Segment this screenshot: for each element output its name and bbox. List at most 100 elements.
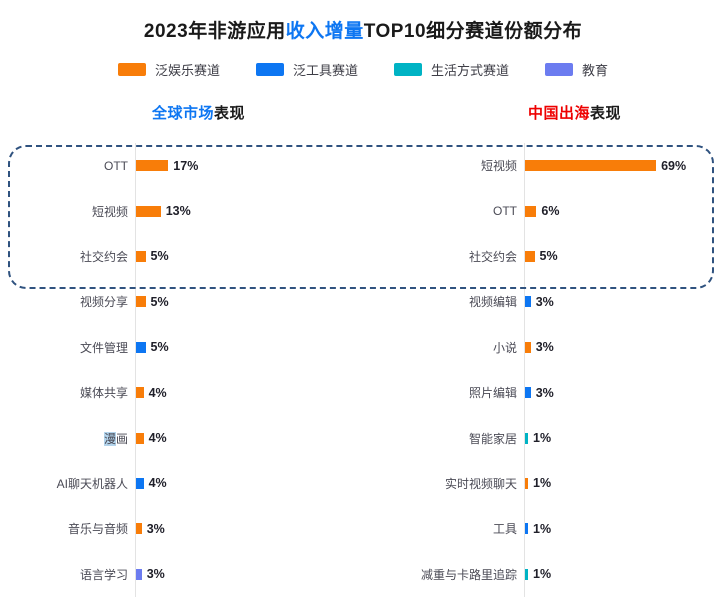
bar [136, 568, 142, 580]
chart-row: 漫画 4% [0, 415, 363, 461]
value-label: 1% [533, 567, 552, 582]
category-label: 小说 [492, 340, 517, 355]
chart-row: 短视频 13% [0, 188, 363, 234]
category-label: OTT [493, 204, 517, 219]
value-label: 3% [535, 294, 554, 309]
chart-row: 视频分享 5% [0, 279, 363, 325]
bar-zone: 69% [524, 143, 726, 189]
category-label: AI聊天机器人 [56, 476, 128, 491]
bar [525, 341, 531, 353]
bar [136, 250, 146, 262]
bar-zone: 6% [524, 188, 726, 234]
chart-row: 小说 3% [389, 324, 726, 370]
section-header-global: 全球市场表现 [152, 102, 245, 123]
category-label: 社交约会 [79, 249, 128, 264]
chart-row: AI聊天机器人 4% [0, 460, 363, 507]
category-label: 文件管理 [79, 340, 128, 355]
value-label: 3% [535, 340, 554, 355]
legend-item-0: 泛娱乐赛道 [117, 60, 220, 79]
category-label: 智能家居 [468, 431, 517, 446]
chart-row: 减重与卡路里追踪 1% [389, 551, 726, 597]
value-label: 5% [539, 249, 558, 264]
bar-zone: 3% [135, 551, 363, 597]
category-label: 音乐与音频 [67, 522, 128, 537]
value-label: 3% [146, 567, 165, 582]
chart-row: 文件管理 5% [0, 324, 363, 370]
legend-item-2: 生活方式赛道 [394, 60, 509, 79]
category-label: 视频编辑 [468, 295, 517, 310]
chart-row: 工具 1% [389, 506, 726, 552]
category-label: 减重与卡路里追踪 [420, 567, 517, 582]
value-label: 4% [148, 431, 167, 446]
bar [525, 387, 531, 399]
bar [136, 432, 144, 444]
category-label: 工具 [492, 522, 517, 537]
highlighted-char: 漫 [103, 431, 116, 446]
bar [525, 523, 528, 535]
chart-row: 短视频 69% [389, 143, 726, 189]
chart-row: 社交约会 5% [0, 233, 363, 280]
value-label: 5% [150, 340, 169, 355]
value-label: 1% [533, 431, 552, 446]
category-label: 短视频 [480, 159, 517, 174]
chart-row: 实时视频聊天 1% [389, 460, 726, 507]
legend-label: 泛工具赛道 [292, 63, 358, 78]
legend-swatch-icon [545, 63, 574, 76]
bar [136, 387, 144, 399]
bar [525, 205, 537, 217]
bar [136, 523, 142, 535]
section-header-global-part-1: 表现 [214, 105, 246, 122]
chart-row: 媒体共享 4% [0, 369, 363, 416]
bar-zone: 5% [135, 233, 363, 280]
bar-zone: 17% [135, 143, 363, 189]
value-label: 4% [148, 476, 167, 491]
category-label: 漫画 [103, 431, 128, 446]
bar-zone: 5% [135, 324, 363, 370]
bar-zone: 1% [524, 551, 726, 597]
chart-row: 语言学习 3% [0, 551, 363, 597]
bar [525, 250, 535, 262]
chart-row: 视频编辑 3% [389, 279, 726, 325]
chart-row: 社交约会 5% [389, 233, 726, 280]
chart-row: 智能家居 1% [389, 415, 726, 461]
value-label: 5% [150, 249, 169, 264]
bar-zone: 3% [135, 506, 363, 552]
category-label: 照片编辑 [468, 386, 517, 401]
bar-zone: 3% [524, 369, 726, 416]
section-header-china-part-1: 表现 [590, 105, 622, 122]
legend-swatch-icon [255, 63, 284, 76]
chart-row: OTT 17% [0, 143, 363, 189]
bar [525, 477, 528, 489]
section-header-global-part-0: 全球市场 [152, 105, 215, 122]
bar-zone: 4% [135, 369, 363, 416]
value-label: 6% [541, 204, 560, 219]
category-label: 媒体共享 [79, 386, 128, 401]
bar [136, 341, 146, 353]
bar [136, 160, 169, 172]
category-label: 语言学习 [79, 567, 128, 582]
bar [525, 160, 657, 172]
value-label: 3% [146, 521, 165, 536]
legend-label: 教育 [582, 63, 609, 78]
value-label: 4% [148, 385, 167, 400]
bar [525, 432, 528, 444]
bar-zone: 3% [524, 324, 726, 370]
bar-zone: 3% [524, 279, 726, 325]
category-label: 社交约会 [468, 249, 517, 264]
section-header-china-part-0: 中国出海 [528, 105, 591, 122]
bar-zone: 1% [524, 460, 726, 507]
bar-zone: 13% [135, 188, 363, 234]
value-label: 69% [661, 158, 687, 173]
category-label: 短视频 [91, 204, 128, 219]
bar [525, 568, 528, 580]
legend-item-1: 泛工具赛道 [255, 60, 358, 79]
legend-swatch-icon [394, 63, 422, 76]
chart-china-overseas: 短视频 69% OTT 6% 社交约会 5% 视频编辑 3% 小说 3% 照片编辑 3% 智能家居 1% 实… [389, 143, 726, 597]
value-label: 1% [533, 476, 552, 491]
bar [136, 205, 161, 217]
value-label: 3% [535, 385, 554, 400]
chart-row: OTT 6% [389, 188, 726, 234]
value-label: 13% [165, 204, 191, 219]
page-title-part-1: 收入增量 [285, 21, 364, 42]
bar-zone: 4% [135, 415, 363, 461]
